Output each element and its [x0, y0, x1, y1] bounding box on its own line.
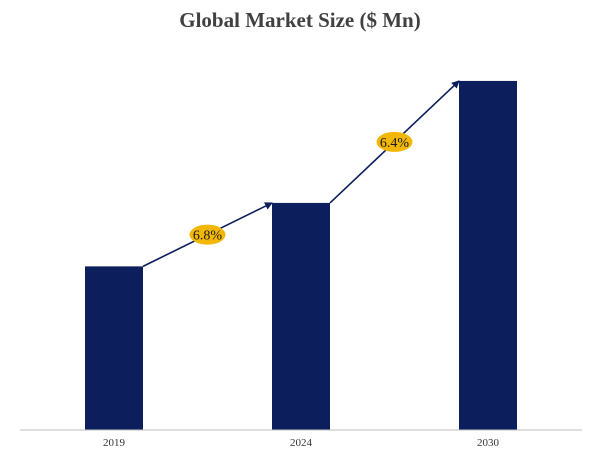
cagr-badge-2	[376, 131, 413, 152]
x-tick-label-2019: 2019	[103, 437, 126, 449]
cagr-label-2: 6.4%	[380, 136, 410, 151]
bar-2024	[272, 202, 330, 430]
cagr-label-1: 6.8%	[193, 229, 223, 244]
x-tick-label-2030: 2030	[477, 437, 500, 449]
bar-2019	[85, 266, 143, 430]
chart-title: Global Market Size ($ Mn)	[179, 8, 421, 32]
cagr-badge-1	[189, 224, 226, 245]
bar-2030	[459, 80, 517, 430]
x-tick-label-2024: 2024	[290, 437, 313, 449]
